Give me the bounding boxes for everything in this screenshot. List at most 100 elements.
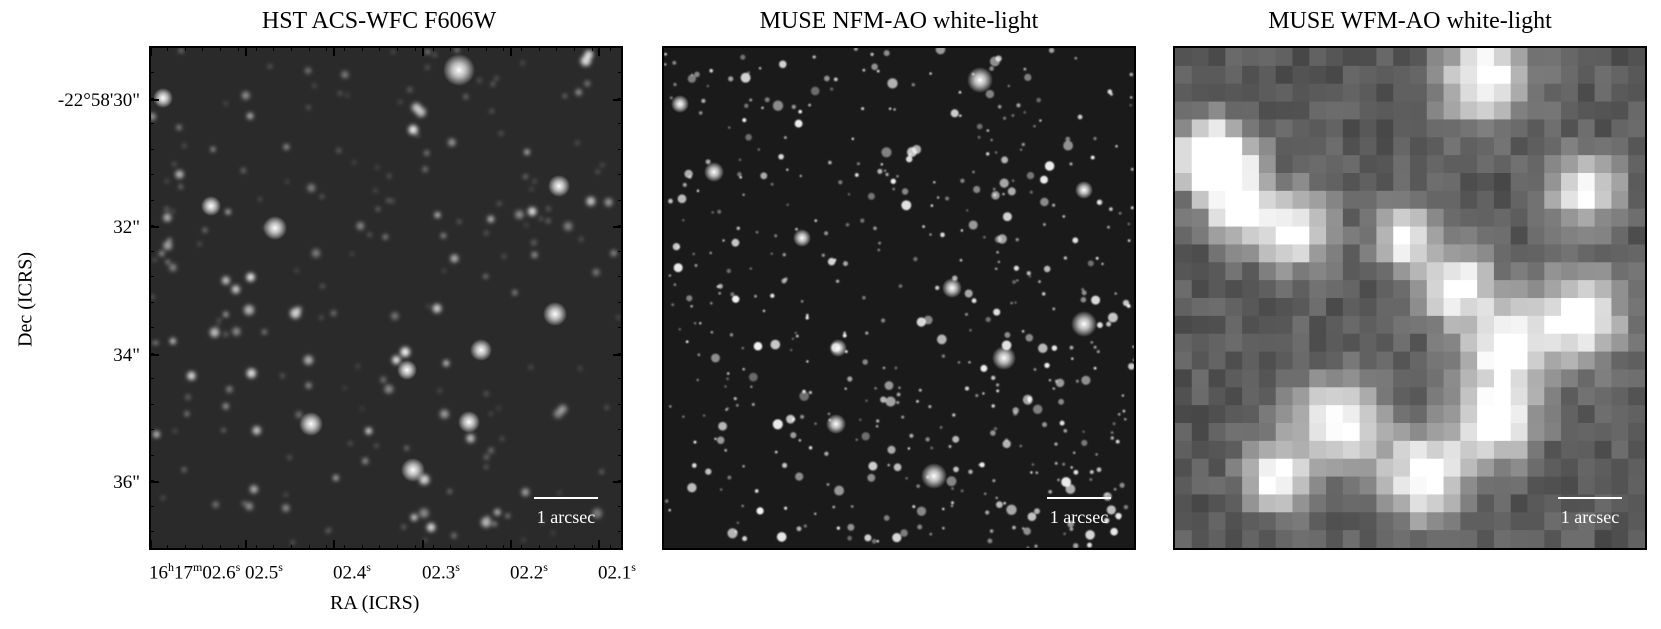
image-pixel — [1208, 333, 1226, 353]
star — [1001, 156, 1009, 164]
image-pixel — [1309, 423, 1327, 442]
image-pixel — [1208, 48, 1226, 67]
image-pixel — [1175, 262, 1193, 281]
image-pixel — [1191, 208, 1210, 228]
star — [605, 406, 608, 409]
image-pixel — [1477, 405, 1495, 424]
star — [163, 241, 173, 250]
image-pixel — [1460, 476, 1478, 495]
image-pixel — [1208, 387, 1226, 406]
image-pixel — [1493, 494, 1512, 513]
image-pixel — [1342, 173, 1361, 192]
star — [960, 178, 965, 183]
hst-starfield-image — [151, 48, 621, 548]
image-pixel — [1561, 440, 1579, 460]
image-pixel — [1309, 351, 1327, 370]
image-pixel — [1527, 226, 1545, 245]
star — [748, 372, 758, 382]
star — [1034, 508, 1040, 515]
image-pixel — [1242, 173, 1260, 192]
star — [985, 89, 995, 99]
star — [1013, 265, 1019, 271]
image-pixel — [1376, 512, 1394, 531]
star — [282, 504, 290, 512]
image-pixel — [1577, 315, 1596, 335]
image-pixel — [1577, 137, 1596, 156]
star — [1048, 489, 1053, 494]
star — [750, 385, 753, 389]
star — [668, 274, 672, 277]
star — [1043, 265, 1051, 273]
star — [1069, 345, 1074, 350]
star — [795, 227, 798, 231]
star — [170, 338, 176, 344]
image-pixel — [1577, 530, 1596, 548]
image-pixel — [1292, 190, 1310, 210]
star — [1122, 409, 1126, 413]
star — [739, 176, 742, 179]
image-pixel — [1393, 476, 1411, 495]
image-pixel — [1309, 530, 1327, 548]
image-pixel — [1342, 494, 1361, 513]
image-pixel — [1326, 280, 1344, 299]
image-pixel — [1292, 440, 1310, 460]
star — [1036, 97, 1041, 103]
image-pixel — [1628, 137, 1645, 156]
star — [772, 419, 783, 430]
star — [245, 502, 254, 511]
image-pixel — [1510, 208, 1528, 228]
image-pixel — [1577, 333, 1596, 353]
image-pixel — [1376, 280, 1394, 299]
image-pixel — [1258, 298, 1277, 317]
star — [755, 230, 759, 234]
star — [868, 461, 878, 471]
image-pixel — [1342, 512, 1361, 531]
image-pixel — [1460, 387, 1478, 406]
image-pixel — [1594, 476, 1612, 495]
image-pixel — [1510, 405, 1528, 424]
axis-tick — [344, 545, 345, 550]
star — [1069, 162, 1073, 166]
image-pixel — [1561, 298, 1579, 317]
image-pixel — [1376, 369, 1394, 388]
image-pixel — [1175, 137, 1193, 156]
star — [718, 421, 727, 431]
image-pixel — [1326, 476, 1344, 495]
star — [856, 162, 860, 166]
image-pixel — [1410, 458, 1428, 478]
star — [216, 323, 219, 327]
image-pixel — [1477, 244, 1495, 263]
image-pixel — [1175, 351, 1193, 370]
star — [1121, 394, 1125, 397]
star — [610, 250, 617, 257]
image-pixel — [1594, 530, 1612, 548]
star — [1028, 400, 1031, 403]
star — [1016, 279, 1019, 282]
bright-star — [543, 302, 567, 326]
image-pixel — [1594, 48, 1612, 67]
star — [735, 403, 739, 407]
image-pixel — [1309, 333, 1327, 353]
image-pixel — [1275, 173, 1293, 192]
star — [808, 446, 813, 450]
image-pixel — [1477, 226, 1495, 245]
star — [425, 49, 430, 55]
star — [677, 246, 680, 249]
image-pixel — [1443, 333, 1461, 353]
image-pixel — [1359, 458, 1377, 478]
bright-star — [992, 346, 1016, 370]
star — [313, 84, 316, 88]
image-pixel — [1628, 262, 1645, 281]
star — [968, 361, 971, 364]
image-pixel — [1443, 512, 1461, 531]
image-pixel — [1561, 405, 1579, 424]
image-pixel — [1342, 119, 1361, 138]
image-pixel — [1275, 369, 1293, 388]
star — [993, 427, 998, 431]
image-pixel — [1309, 119, 1327, 138]
image-pixel — [1460, 137, 1478, 156]
image-pixel — [1359, 173, 1377, 192]
image-pixel — [1460, 190, 1478, 210]
star — [913, 256, 918, 262]
image-pixel — [1426, 440, 1445, 460]
